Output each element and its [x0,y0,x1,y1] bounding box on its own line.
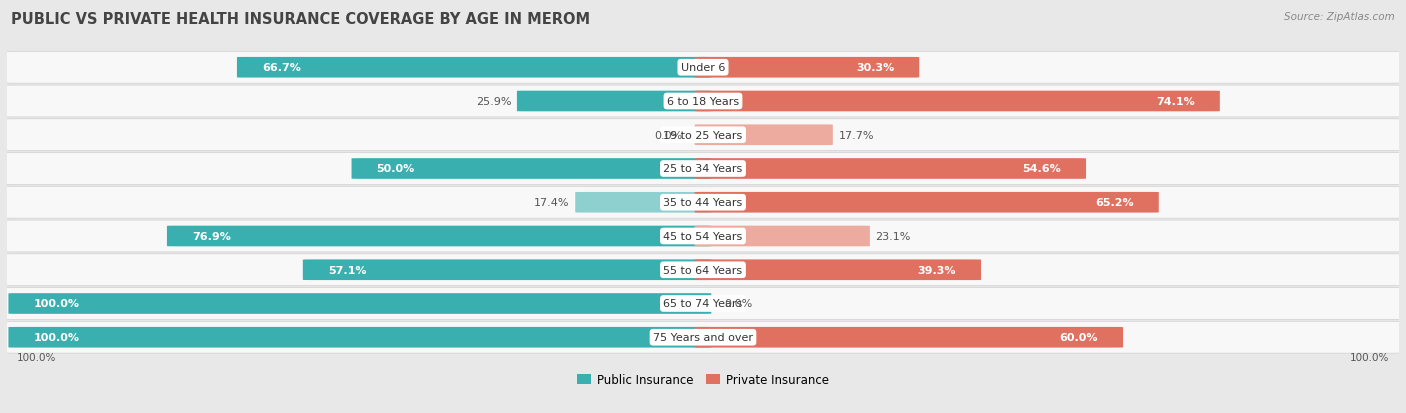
Text: 74.1%: 74.1% [1156,97,1195,107]
Text: 23.1%: 23.1% [876,231,911,242]
FancyBboxPatch shape [0,153,1406,185]
FancyBboxPatch shape [695,125,832,146]
Text: 75 Years and over: 75 Years and over [652,332,754,342]
Text: 65.2%: 65.2% [1095,198,1133,208]
FancyBboxPatch shape [695,260,981,280]
FancyBboxPatch shape [695,159,1085,179]
Text: Under 6: Under 6 [681,63,725,73]
FancyBboxPatch shape [238,58,711,78]
FancyBboxPatch shape [302,260,711,280]
Text: 45 to 54 Years: 45 to 54 Years [664,231,742,242]
FancyBboxPatch shape [0,187,1406,218]
Text: 60.0%: 60.0% [1060,332,1098,342]
Text: PUBLIC VS PRIVATE HEALTH INSURANCE COVERAGE BY AGE IN MEROM: PUBLIC VS PRIVATE HEALTH INSURANCE COVER… [11,12,591,27]
Text: 25.9%: 25.9% [475,97,512,107]
Text: 66.7%: 66.7% [262,63,301,73]
FancyBboxPatch shape [8,327,711,348]
FancyBboxPatch shape [0,288,1406,320]
FancyBboxPatch shape [0,52,1406,84]
Text: 54.6%: 54.6% [1022,164,1062,174]
FancyBboxPatch shape [695,58,920,78]
Text: 65 to 74 Years: 65 to 74 Years [664,299,742,309]
FancyBboxPatch shape [695,192,1159,213]
FancyBboxPatch shape [0,322,1406,353]
Text: 50.0%: 50.0% [377,164,415,174]
Text: Source: ZipAtlas.com: Source: ZipAtlas.com [1284,12,1395,22]
Text: 30.3%: 30.3% [856,63,894,73]
Text: 6 to 18 Years: 6 to 18 Years [666,97,740,107]
FancyBboxPatch shape [0,119,1406,151]
FancyBboxPatch shape [167,226,711,247]
Text: 76.9%: 76.9% [193,231,231,242]
Text: 17.4%: 17.4% [534,198,569,208]
Text: 0.0%: 0.0% [724,299,752,309]
FancyBboxPatch shape [695,91,1220,112]
Text: 100.0%: 100.0% [34,299,80,309]
Text: 25 to 34 Years: 25 to 34 Years [664,164,742,174]
Text: 100.0%: 100.0% [1350,353,1389,363]
FancyBboxPatch shape [695,327,1123,348]
FancyBboxPatch shape [695,226,870,247]
Text: 19 to 25 Years: 19 to 25 Years [664,131,742,140]
Text: 39.3%: 39.3% [918,265,956,275]
Text: 100.0%: 100.0% [34,332,80,342]
Text: 57.1%: 57.1% [328,265,367,275]
Text: 100.0%: 100.0% [17,353,56,363]
FancyBboxPatch shape [8,294,711,314]
FancyBboxPatch shape [517,91,711,112]
Text: 55 to 64 Years: 55 to 64 Years [664,265,742,275]
FancyBboxPatch shape [575,192,711,213]
Text: 35 to 44 Years: 35 to 44 Years [664,198,742,208]
Legend: Public Insurance, Private Insurance: Public Insurance, Private Insurance [572,368,834,391]
FancyBboxPatch shape [0,221,1406,252]
FancyBboxPatch shape [0,254,1406,286]
FancyBboxPatch shape [0,86,1406,118]
FancyBboxPatch shape [352,159,711,179]
Text: 17.7%: 17.7% [838,131,875,140]
Text: 0.0%: 0.0% [654,131,682,140]
